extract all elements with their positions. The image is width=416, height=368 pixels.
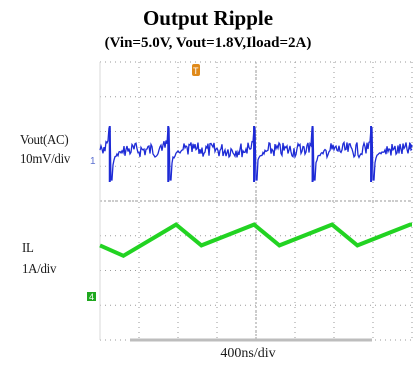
trigger-marker-box <box>192 64 200 76</box>
vout-offset-arrow <box>409 142 413 150</box>
vout-scale-label: 10mV/div <box>20 152 71 167</box>
il-channel-label: IL <box>22 241 34 256</box>
trigger-marker: T <box>193 66 199 76</box>
ch4-marker: 4 <box>89 292 94 302</box>
chart-subtitle: (Vin=5.0V, Vout=1.8V,Iload=2A) <box>104 35 312 51</box>
timebase-label: 400ns/div <box>220 346 276 361</box>
chart-title: Output Ripple <box>142 6 274 30</box>
il-scale-label: 1A/div <box>22 262 57 277</box>
ch4-marker-box <box>87 292 96 301</box>
vout-channel-label: Vout(AC) <box>20 133 69 148</box>
ch1-marker: 1 <box>90 156 96 167</box>
vout-trace <box>99 127 413 181</box>
il-trace <box>99 222 412 259</box>
